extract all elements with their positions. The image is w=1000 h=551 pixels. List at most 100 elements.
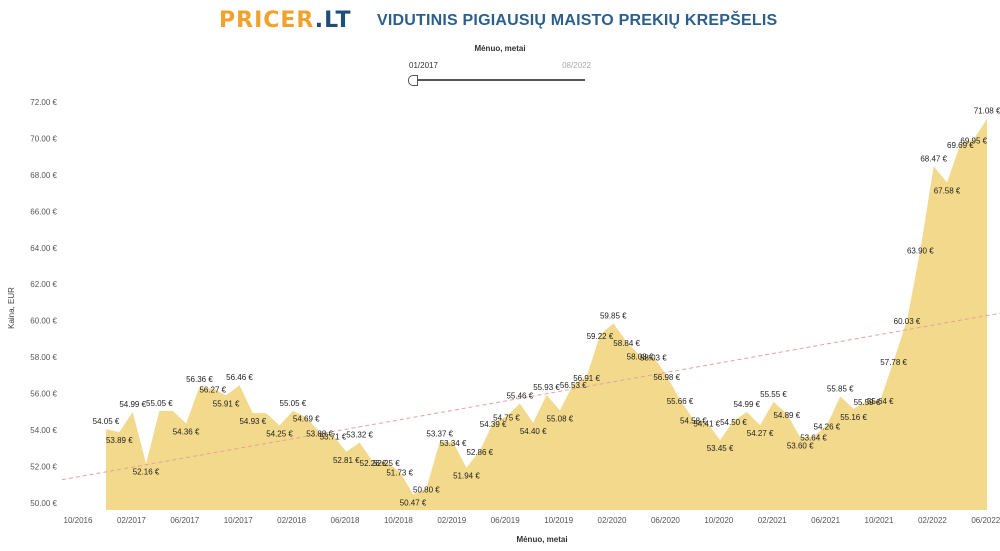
y-tick-label: 72.00 € [30,98,57,107]
data-label: 54.36 € [173,428,200,437]
data-label: 57.78 € [880,358,907,367]
data-label: 54.39 € [480,420,507,429]
data-label: 53.60 € [787,441,814,450]
data-label: 53.89 € [106,436,133,445]
data-label: 56.91 € [573,374,600,383]
data-label: 55.93 € [533,383,560,392]
x-tick-label: 10/2017 [224,516,253,525]
x-tick-label: 02/2018 [277,516,306,525]
x-tick-label: 06/2022 [971,516,1000,525]
data-label: 58.03 € [640,354,667,363]
data-label: 53.71 € [320,432,347,441]
data-label: 55.05 € [146,399,173,408]
data-label: 56.98 € [653,373,680,382]
data-label: 54.40 € [520,427,547,436]
x-tick-label: 10/2021 [865,516,894,525]
x-tick-label: 06/2021 [811,516,840,525]
data-label: 53.88 € [306,429,333,438]
data-label: 54.89 € [773,411,800,420]
date-range-filter: Mėnuo, metai 01/2017 08/2022 [400,44,600,89]
data-label: 56.46 € [226,373,253,382]
x-tick-label: 06/2020 [651,516,680,525]
data-label: 56.36 € [186,375,213,384]
data-label: 55.05 € [280,399,307,408]
data-label: 54.58 € [680,417,707,426]
data-label: 69.69 € [947,141,974,150]
filter-start-value: 01/2017 [409,61,438,70]
x-tick-label: 02/2019 [437,516,466,525]
data-label: 71.08 € [974,107,1000,116]
y-tick-label: 70.00 € [30,134,57,143]
data-label: 59.22 € [587,332,614,341]
data-labels: 54.05 € 53.89 € 54.99 € 52.16 € 55.05 € 54.36… [93,107,1000,508]
data-label: 54.25 € [266,430,293,439]
x-tick-label: 10/2019 [544,516,573,525]
filter-label: Mėnuo, metai [474,44,526,53]
price-area [106,118,988,510]
data-label: 50.47 € [400,498,427,507]
data-label: 54.69 € [293,415,320,424]
x-tick-label: 02/2020 [598,516,627,525]
data-label: 54.99 € [119,400,146,409]
data-label: 56.53 € [560,381,587,390]
pricer-logo[interactable]: PRICER.LT [219,8,352,33]
data-label: 52.16 € [133,468,160,477]
data-label: 59.85 € [600,311,627,320]
data-label: 54.50 € [720,418,747,427]
data-label: 52.26 € [360,459,387,468]
plot-area [61,118,1000,510]
y-tick-label: 62.00 € [30,280,57,289]
x-tick-label: 06/2018 [331,516,360,525]
y-tick-label: 64.00 € [30,244,57,253]
y-tick-label: 52.00 € [30,463,57,472]
data-label: 55.85 € [827,384,854,393]
y-tick-label: 56.00 € [30,390,57,399]
date-range-slider-track[interactable] [412,79,585,81]
x-tick-label: 10/2020 [704,516,733,525]
trend-line [61,312,1000,481]
y-tick-label: 50.00 € [30,499,57,508]
data-label: 55.16 € [840,413,867,422]
data-label: 54.93 € [239,417,266,426]
date-range-slider-handle[interactable] [408,75,418,86]
x-tick-label: 02/2022 [918,516,947,525]
y-tick-label: 66.00 € [30,207,57,216]
filter-end-value: 08/2022 [562,61,591,70]
data-label: 51.73 € [386,468,413,477]
y-axis: 50.00 € 52.00 € 54.00 € 56.00 € 58.00 € 60.00… [30,98,57,508]
data-label: 54.26 € [814,422,841,431]
data-label: 67.58 € [934,187,961,196]
data-label: 55.64 € [867,397,894,406]
data-label: 55.46 € [506,391,533,400]
data-label: 58.84 € [613,339,640,348]
logo-part-lt: .LT [314,8,352,33]
y-tick-label: 54.00 € [30,426,57,435]
y-tick-label: 60.00 € [30,317,57,326]
data-label: 50.80 € [413,485,440,494]
data-label: 53.32 € [346,430,373,439]
page-title: VIDUTINIS PIGIAUSIŲ MAISTO PREKIŲ KREPŠE… [377,12,778,29]
x-tick-label: 10/2016 [64,516,93,525]
data-label: 55.66 € [667,397,694,406]
data-label: 54.27 € [747,429,774,438]
data-label: 60.03 € [894,317,921,326]
data-label: 63.90 € [907,247,934,256]
header: PRICER.LT VIDUTINIS PIGIAUSIŲ MAISTO PRE… [0,6,1000,40]
data-label: 53.37 € [426,430,453,439]
x-tick-label: 02/2021 [758,516,787,525]
y-tick-label: 58.00 € [30,353,57,362]
data-label: 52.81 € [333,456,360,465]
data-label: 55.08 € [547,414,574,423]
data-label: 54.05 € [93,417,120,426]
data-label: 69.95 € [960,136,987,145]
data-label: 52.86 € [466,448,493,457]
x-tick-label: 10/2018 [384,516,413,525]
data-label: 53.34 € [440,439,467,448]
x-tick-label: 06/2017 [170,516,199,525]
data-label: 58.08 € [627,353,654,362]
data-label: 55.59 € [854,398,881,407]
y-axis-title: Kaina, EUR [7,287,16,329]
x-tick-label: 02/2017 [117,516,146,525]
x-tick-label: 06/2019 [491,516,520,525]
data-label: 53.64 € [800,434,827,443]
